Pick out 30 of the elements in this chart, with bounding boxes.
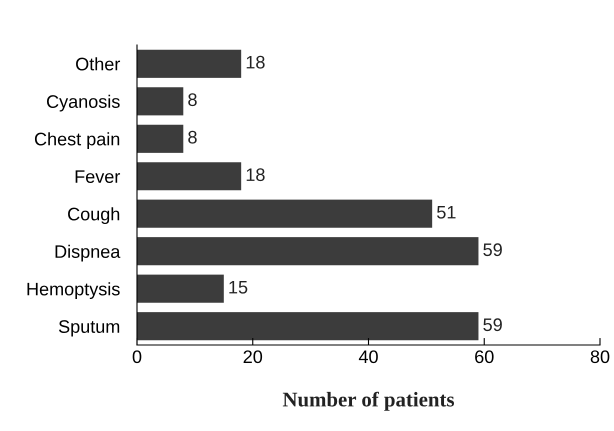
- bar: [137, 237, 478, 266]
- data-label: 59: [483, 318, 502, 332]
- y-tick-label: Hemoptysis: [28, 282, 120, 300]
- bar: [137, 162, 242, 190]
- y-tick-label: Cyanosis: [46, 94, 120, 112]
- data-label: 8: [188, 93, 197, 106]
- x-axis-title: Number of patients: [282, 392, 454, 411]
- bar: [137, 274, 224, 303]
- bar: [137, 200, 432, 228]
- x-tick-label: 60: [475, 350, 494, 364]
- x-tick-label: 20: [244, 350, 262, 364]
- bar: [137, 312, 478, 340]
- y-tick-label: Chest pain: [34, 132, 120, 150]
- data-label: 51: [437, 206, 456, 219]
- x-tick-label: 0: [132, 350, 142, 364]
- data-label: 8: [188, 130, 197, 144]
- y-tick-label: Sputum: [58, 320, 120, 337]
- x-tick-label: 40: [358, 350, 378, 364]
- x-tick-label: 80: [590, 350, 610, 364]
- bar: [137, 50, 242, 78]
- bar: [137, 124, 184, 153]
- data-label: 15: [229, 280, 248, 294]
- y-tick-label: Other: [76, 57, 120, 70]
- y-tick-label: Cough: [68, 207, 120, 224]
- bar: [137, 87, 184, 116]
- y-tick-label: Dispnea: [56, 244, 120, 262]
- data-label: 59: [483, 243, 502, 256]
- y-tick-label: Fever: [76, 170, 120, 183]
- data-label: 18: [246, 168, 265, 182]
- data-label: 18: [246, 56, 265, 69]
